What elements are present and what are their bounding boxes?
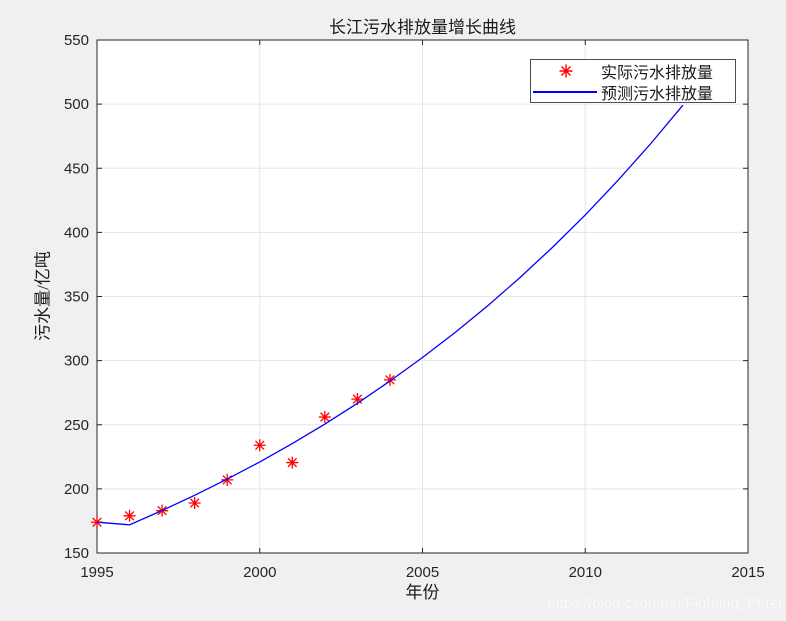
- data-point-marker: [383, 373, 396, 386]
- y-tick-label: 250: [64, 417, 89, 434]
- y-tick-label: 550: [64, 32, 89, 49]
- chart-title: 长江污水排放量增长曲线: [329, 18, 516, 37]
- prediction-line: [96, 104, 684, 526]
- x-axis-label: 年份: [405, 583, 440, 602]
- asterisk-marker-icon: [531, 63, 601, 79]
- data-point-marker: [286, 456, 299, 469]
- y-tick-label: 150: [64, 545, 89, 562]
- legend-item-predicted: 预测污水排放量: [531, 81, 735, 103]
- y-axis-label: 污水量/亿吨: [33, 251, 53, 341]
- data-point-marker: [318, 411, 331, 424]
- data-point-marker: [221, 473, 234, 486]
- y-tick-label: 400: [64, 224, 89, 241]
- legend-label-actual: 实际污水排放量: [601, 64, 714, 82]
- legend-item-actual: 实际污水排放量: [531, 60, 735, 82]
- data-point-marker: [351, 393, 364, 406]
- x-tick-label: 1995: [80, 564, 113, 581]
- data-point-marker: [253, 439, 266, 452]
- legend-label-predicted: 预测污水排放量: [601, 85, 714, 103]
- data-point-marker: [123, 509, 136, 522]
- y-tick-label: 500: [64, 96, 89, 113]
- data-point-marker: [188, 496, 201, 509]
- y-tick-label: 200: [64, 481, 89, 498]
- y-tick-label: 300: [64, 353, 89, 370]
- line-marker-icon: [531, 90, 601, 93]
- legend-box: 实际污水排放量 预测污水排放量: [530, 59, 736, 103]
- x-tick-label: 2000: [243, 564, 276, 581]
- y-tick-label: 450: [64, 160, 89, 177]
- x-tick-label: 2010: [569, 564, 602, 581]
- watermark-text: https://blog.csdn.net/Fighting_Peter: [547, 595, 783, 612]
- x-tick-label: 2015: [731, 564, 764, 581]
- y-tick-label: 350: [64, 289, 89, 306]
- x-tick-label: 2005: [406, 564, 439, 581]
